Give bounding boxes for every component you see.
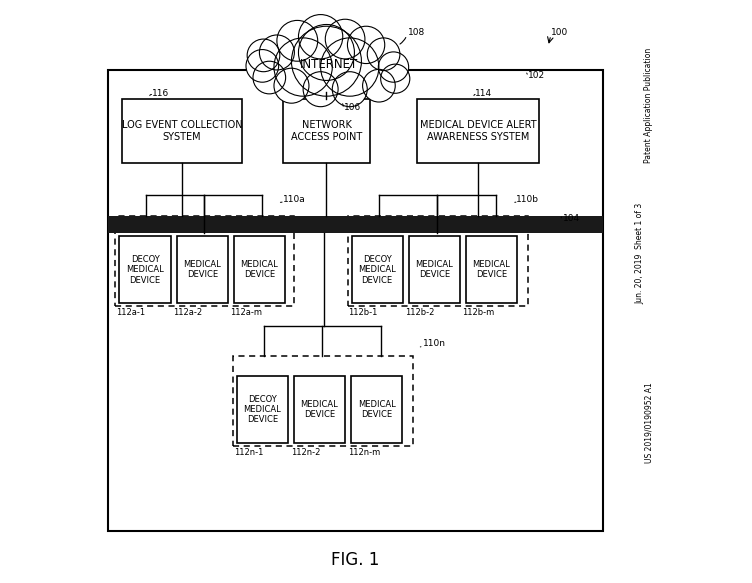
Text: DECOY
MEDICAL
DEVICE: DECOY MEDICAL DEVICE [126,255,164,285]
Text: NETWORK
ACCESS POINT: NETWORK ACCESS POINT [291,120,362,142]
FancyBboxPatch shape [123,99,242,163]
Text: DECOY
MEDICAL
DEVICE: DECOY MEDICAL DEVICE [358,255,396,285]
Text: 112n-m: 112n-m [348,448,381,456]
Circle shape [320,38,379,96]
Text: 112n-1: 112n-1 [234,448,263,456]
FancyBboxPatch shape [177,236,228,303]
Text: DECOY
MEDICAL
DEVICE: DECOY MEDICAL DEVICE [244,395,281,424]
Text: 108: 108 [408,27,426,37]
Text: MEDICAL
DEVICE: MEDICAL DEVICE [415,260,453,279]
Circle shape [274,68,309,103]
FancyBboxPatch shape [108,216,603,233]
Circle shape [347,26,385,64]
FancyBboxPatch shape [351,236,403,303]
Text: 112b-m: 112b-m [462,308,495,317]
Text: INTERNET: INTERNET [300,58,359,71]
FancyBboxPatch shape [234,236,285,303]
FancyBboxPatch shape [294,376,345,443]
Circle shape [303,72,338,107]
Circle shape [253,61,286,94]
Text: MEDICAL
DEVICE: MEDICAL DEVICE [358,400,396,419]
FancyBboxPatch shape [351,376,402,443]
Circle shape [246,50,279,82]
Text: 112b-2: 112b-2 [405,308,435,317]
Text: 112a-m: 112a-m [230,308,262,317]
Circle shape [277,20,317,61]
Circle shape [299,15,343,59]
Text: 112b-1: 112b-1 [348,308,378,317]
FancyBboxPatch shape [465,236,517,303]
Text: MEDICAL
DEVICE: MEDICAL DEVICE [241,260,278,279]
Text: LOG EVENT COLLECTION
SYSTEM: LOG EVENT COLLECTION SYSTEM [122,120,242,142]
Circle shape [259,35,294,70]
Text: US 2019/0190952 A1: US 2019/0190952 A1 [644,382,653,463]
Circle shape [362,69,396,102]
Text: 112n-2: 112n-2 [291,448,320,456]
FancyBboxPatch shape [417,99,539,163]
Circle shape [378,52,408,82]
Text: 112a-2: 112a-2 [173,308,202,317]
Text: MEDICAL
DEVICE: MEDICAL DEVICE [301,400,338,419]
Text: 104: 104 [562,214,580,223]
Text: 116: 116 [152,89,168,98]
FancyBboxPatch shape [237,376,288,443]
Text: Patent Application Publication: Patent Application Publication [644,47,653,163]
Text: MEDICAL
DEVICE: MEDICAL DEVICE [183,260,221,279]
Circle shape [247,39,280,72]
Circle shape [326,19,365,59]
Circle shape [367,38,400,71]
Circle shape [292,26,362,96]
FancyBboxPatch shape [120,236,171,303]
Text: 110a: 110a [283,195,305,204]
Text: 102: 102 [528,71,544,80]
Text: MEDICAL
DEVICE: MEDICAL DEVICE [472,260,511,279]
Circle shape [332,72,367,107]
Text: 110b: 110b [516,195,539,204]
Text: FIG. 1: FIG. 1 [332,551,380,568]
Circle shape [381,64,410,93]
Text: 114: 114 [475,89,493,98]
Text: MEDICAL DEVICE ALERT
AWARENESS SYSTEM: MEDICAL DEVICE ALERT AWARENESS SYSTEM [420,120,536,142]
Circle shape [299,24,354,80]
Text: 100: 100 [551,27,569,37]
Text: 112a-1: 112a-1 [117,308,146,317]
FancyBboxPatch shape [408,236,460,303]
Circle shape [274,38,332,96]
FancyBboxPatch shape [108,70,603,531]
Text: Jun. 20, 2019  Sheet 1 of 3: Jun. 20, 2019 Sheet 1 of 3 [635,203,644,304]
FancyBboxPatch shape [283,99,370,163]
Text: 106: 106 [344,103,361,113]
Text: 110n: 110n [423,339,446,349]
